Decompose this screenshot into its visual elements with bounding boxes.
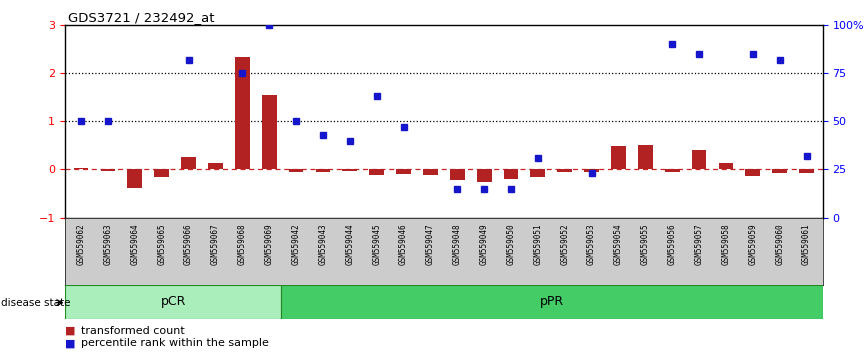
Text: GSM559065: GSM559065 xyxy=(158,223,166,265)
Bar xyxy=(369,170,384,175)
Text: GSM559047: GSM559047 xyxy=(426,223,435,265)
Bar xyxy=(281,285,823,319)
Text: GSM559057: GSM559057 xyxy=(695,223,703,265)
Text: GSM559060: GSM559060 xyxy=(775,223,785,265)
Text: GSM559062: GSM559062 xyxy=(76,223,86,265)
Text: GSM559055: GSM559055 xyxy=(641,223,650,265)
Text: transformed count: transformed count xyxy=(81,326,184,336)
Text: GSM559064: GSM559064 xyxy=(130,223,139,265)
Text: GSM559051: GSM559051 xyxy=(533,223,542,265)
Bar xyxy=(504,170,519,179)
Bar xyxy=(531,170,546,177)
Text: GSM559063: GSM559063 xyxy=(103,223,113,265)
Bar xyxy=(692,150,707,170)
Bar xyxy=(719,163,734,170)
Text: GSM559042: GSM559042 xyxy=(292,223,301,265)
Bar xyxy=(315,170,330,172)
Bar xyxy=(638,145,653,170)
Bar xyxy=(65,285,281,319)
Text: GSM559067: GSM559067 xyxy=(211,223,220,265)
Text: GSM559053: GSM559053 xyxy=(587,223,596,265)
Text: percentile rank within the sample: percentile rank within the sample xyxy=(81,338,268,348)
Text: GSM559044: GSM559044 xyxy=(346,223,354,265)
Text: pCR: pCR xyxy=(160,295,186,308)
Text: GSM559048: GSM559048 xyxy=(453,223,462,265)
Bar xyxy=(262,95,276,170)
Text: GSM559050: GSM559050 xyxy=(507,223,515,265)
Text: GSM559061: GSM559061 xyxy=(802,223,811,265)
Bar xyxy=(100,170,115,171)
Bar xyxy=(665,170,680,172)
Bar xyxy=(558,170,572,172)
Bar xyxy=(799,170,814,173)
Text: ■: ■ xyxy=(65,326,75,336)
Bar xyxy=(477,170,492,182)
Text: GSM559054: GSM559054 xyxy=(614,223,623,265)
Bar xyxy=(611,146,626,170)
Text: GSM559058: GSM559058 xyxy=(721,223,730,265)
Bar xyxy=(423,170,438,175)
Text: GSM559052: GSM559052 xyxy=(560,223,569,265)
Bar xyxy=(288,170,303,172)
Bar xyxy=(235,57,249,170)
Text: GSM559066: GSM559066 xyxy=(184,223,193,265)
Text: pPR: pPR xyxy=(540,295,564,308)
Text: GSM559046: GSM559046 xyxy=(399,223,408,265)
Text: disease state: disease state xyxy=(1,298,70,308)
Bar xyxy=(181,158,196,170)
Bar xyxy=(208,163,223,170)
Text: GSM559045: GSM559045 xyxy=(372,223,381,265)
Text: GSM559043: GSM559043 xyxy=(319,223,327,265)
Bar xyxy=(74,168,88,170)
Text: GSM559059: GSM559059 xyxy=(748,223,758,265)
Bar xyxy=(396,170,410,174)
Text: GSM559056: GSM559056 xyxy=(668,223,676,265)
Text: GDS3721 / 232492_at: GDS3721 / 232492_at xyxy=(68,11,214,24)
Text: GSM559049: GSM559049 xyxy=(480,223,488,265)
Bar xyxy=(449,170,465,180)
Bar xyxy=(772,170,787,173)
Text: GSM559069: GSM559069 xyxy=(265,223,274,265)
Bar xyxy=(127,170,142,188)
Bar xyxy=(585,170,599,172)
Text: GSM559068: GSM559068 xyxy=(238,223,247,265)
Bar xyxy=(342,170,357,171)
Text: ■: ■ xyxy=(65,338,75,348)
Bar xyxy=(746,170,760,176)
Bar xyxy=(154,170,169,177)
